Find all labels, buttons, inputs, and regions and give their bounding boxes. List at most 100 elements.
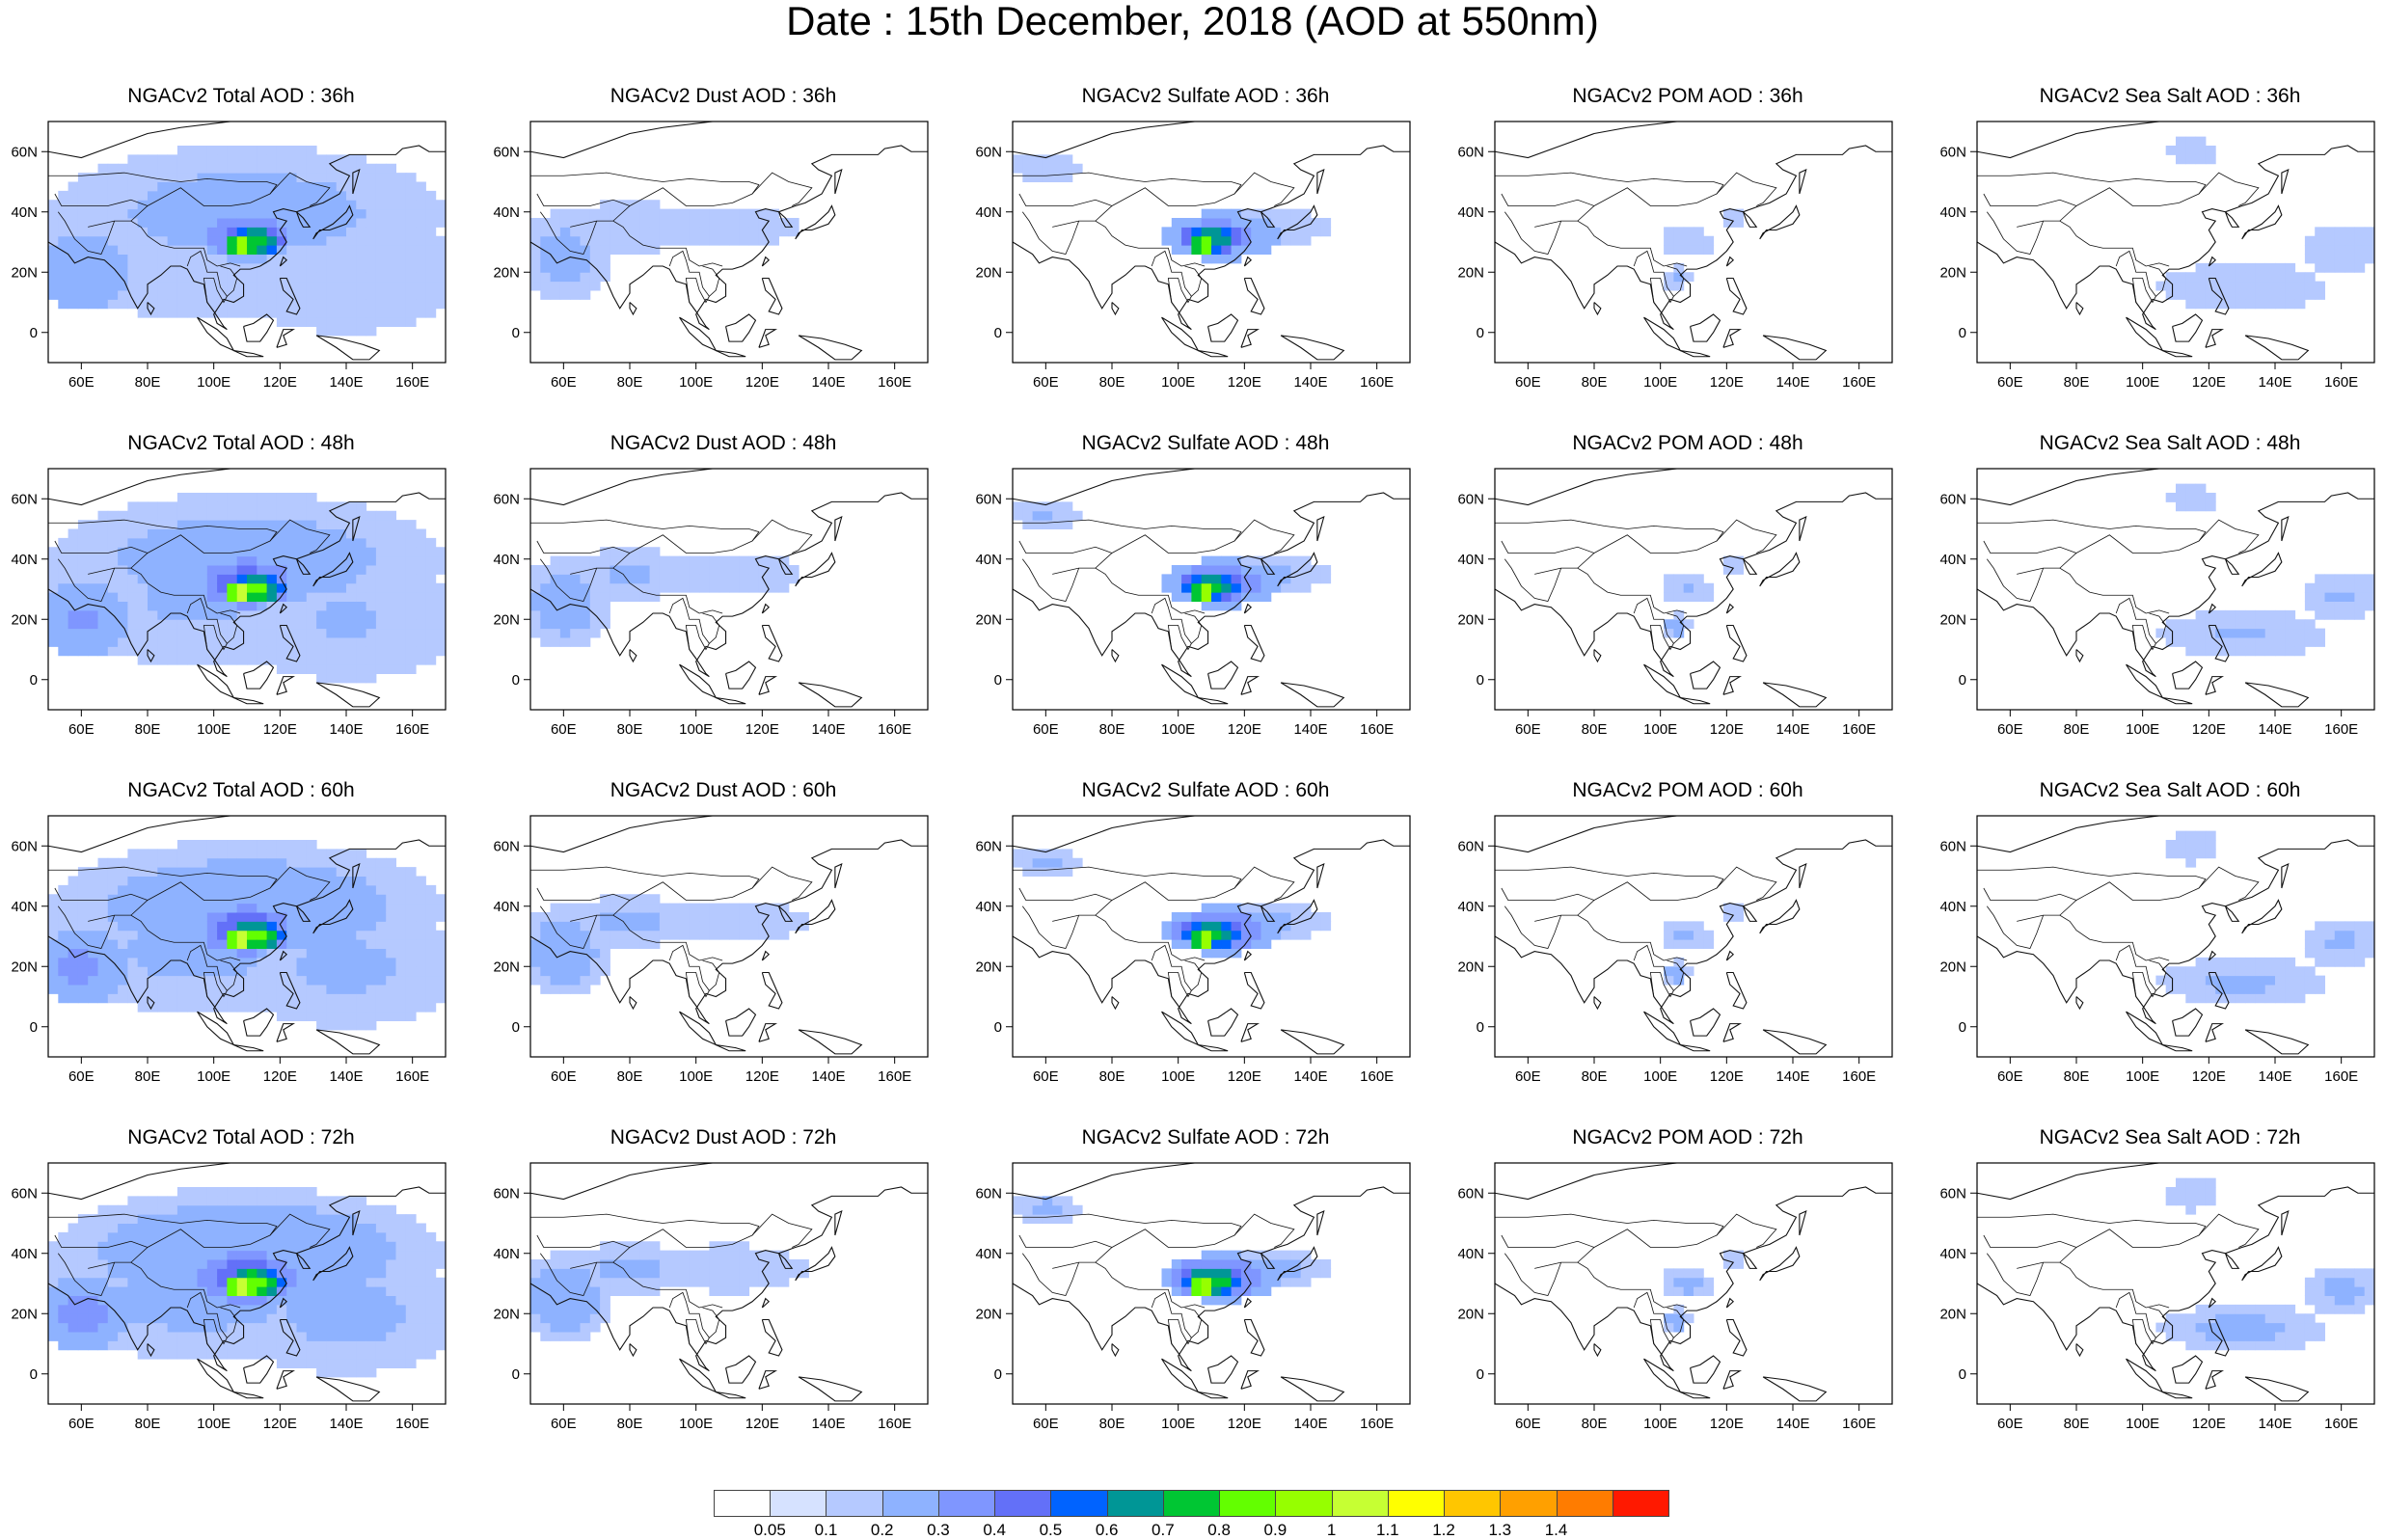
aod-cell (1271, 218, 1282, 228)
aod-cell (187, 146, 198, 155)
aod-cell (2354, 574, 2365, 583)
aod-cell (639, 209, 650, 219)
aod-cell (630, 921, 640, 931)
aod-cell (247, 146, 257, 155)
aod-cell (425, 637, 436, 647)
aod-cell (366, 529, 377, 539)
aod-cell (78, 976, 89, 986)
lat-tick-label: 60N (11, 1185, 38, 1202)
aod-cell (1301, 1268, 1312, 1278)
aod-cell (138, 656, 149, 665)
aod-cell (346, 602, 357, 611)
aod-cell (217, 592, 228, 602)
aod-cell (416, 191, 426, 201)
aod-cell (148, 656, 158, 665)
aod-cell (307, 949, 317, 959)
aod-cell (217, 191, 228, 201)
aod-cell (560, 931, 571, 940)
aod-cell (48, 1332, 59, 1341)
aod-cell (346, 993, 357, 1003)
aod-cell (316, 1021, 327, 1031)
aod-cell (425, 1305, 436, 1314)
aod-cell (690, 574, 700, 583)
coastline (1723, 677, 1740, 695)
aod-cell (396, 538, 407, 548)
lat-tick-label: 40N (1457, 204, 1484, 221)
aod-cell (560, 1323, 571, 1333)
aod-cell (187, 619, 198, 629)
aod-cell (108, 646, 119, 656)
lon-tick-label: 120E (263, 374, 297, 391)
aod-cell (78, 966, 89, 976)
aod-cell (1211, 1268, 1222, 1278)
aod-cell (2166, 985, 2177, 994)
aod-cell (551, 985, 561, 994)
aod-cell (217, 921, 228, 931)
aod-cell (396, 1224, 407, 1233)
aod-cell (1251, 218, 1261, 228)
aod-cell (376, 656, 387, 665)
aod-cell (406, 200, 417, 209)
aod-cell (277, 1313, 287, 1323)
aod-cell (2185, 993, 2196, 1003)
aod-cell (148, 255, 158, 264)
aod-cell (297, 1350, 308, 1360)
aod-cell (227, 1241, 237, 1251)
aod-cell (48, 904, 59, 913)
aod-cell (1261, 912, 1272, 922)
aod-cell (177, 840, 188, 850)
aod-cell (237, 867, 248, 877)
coastline (1198, 351, 1228, 357)
aod-cell (177, 921, 188, 931)
aod-cell (98, 894, 109, 904)
aod-cell (1072, 511, 1083, 521)
aod-cell (267, 858, 278, 868)
aod-cell (425, 209, 436, 219)
aod-cell (207, 520, 218, 529)
aod-cell (1043, 164, 1053, 174)
aod-cell (1271, 236, 1282, 246)
aod-cell (639, 200, 650, 209)
aod-cell (406, 1241, 417, 1251)
aod-cell (2275, 290, 2286, 300)
aod-cell (48, 1305, 59, 1314)
aod-cell (2196, 958, 2207, 967)
lat-tick-label: 0 (30, 325, 38, 341)
lon-tick-label: 80E (1582, 1068, 1608, 1085)
aod-cell (436, 939, 447, 949)
aod-cell (610, 574, 620, 583)
aod-cell (739, 1241, 749, 1251)
aod-cell (247, 191, 257, 201)
aod-cell (286, 877, 297, 886)
aod-cell (286, 894, 297, 904)
aod-cell (590, 1259, 601, 1269)
lon-tick-label: 80E (617, 1068, 643, 1085)
aod-cell (346, 191, 357, 201)
aod-cell (436, 255, 447, 264)
aod-cell (307, 520, 317, 529)
aod-cell (356, 227, 366, 236)
aod-cell (198, 619, 208, 629)
aod-cell (277, 1205, 287, 1215)
aod-cell (316, 1305, 327, 1314)
aod-cell (2305, 637, 2316, 647)
aod-cell (600, 610, 610, 620)
aod-cell (366, 245, 377, 255)
aod-cell (307, 610, 317, 620)
coastline (2076, 303, 2083, 315)
aod-cell (118, 227, 128, 236)
aod-cell (1232, 939, 1242, 949)
aod-cell (198, 1224, 208, 1233)
aod-cell (719, 583, 730, 593)
aod-cell (630, 218, 640, 228)
aod-cell (198, 646, 208, 656)
aod-cell (48, 263, 59, 273)
lon-tick-label: 140E (2258, 1068, 2291, 1085)
lon-tick-label: 140E (329, 1416, 363, 1432)
aod-cell (2315, 976, 2325, 986)
aod-cell (356, 1259, 366, 1269)
aod-cell (2285, 966, 2295, 976)
aod-cell (639, 894, 650, 904)
